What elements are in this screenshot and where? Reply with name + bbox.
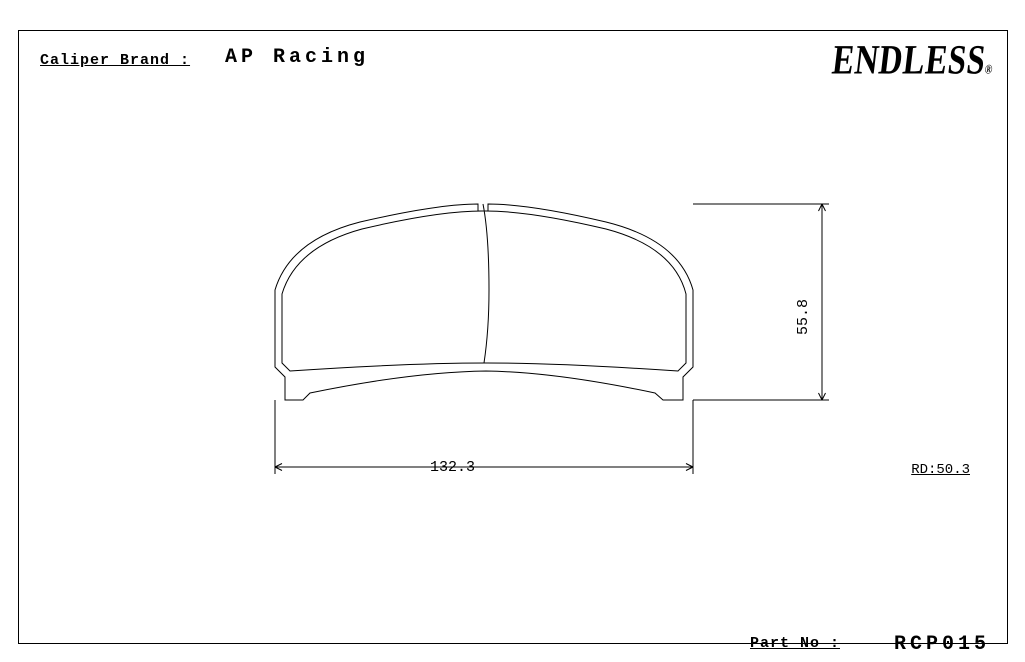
technical-drawing — [0, 0, 1025, 662]
